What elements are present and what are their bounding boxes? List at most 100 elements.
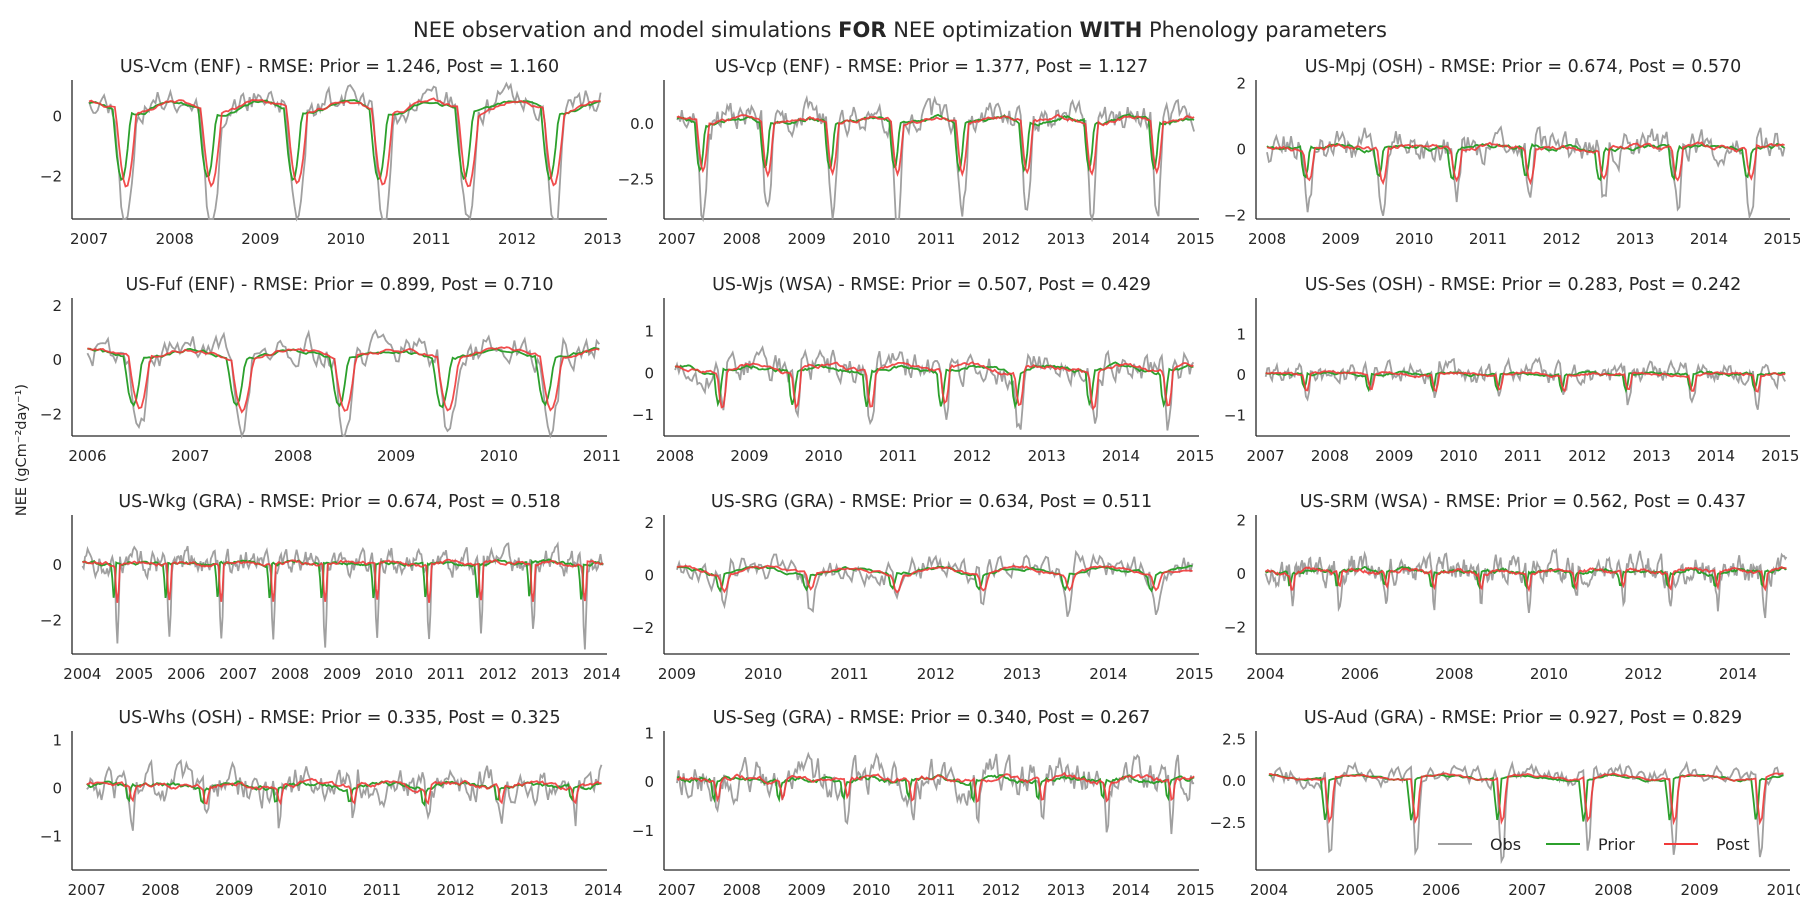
x-tick-label: 2006 bbox=[167, 665, 205, 683]
x-tick-label: 2011 bbox=[363, 881, 401, 899]
obs-series-line bbox=[1264, 547, 1788, 619]
x-tick-label: 2008 bbox=[156, 230, 194, 248]
panel-us-vcm: US-Vcm (ENF) - RMSE: Prior = 1.246, Post… bbox=[40, 57, 622, 248]
x-tick-label: 2007 bbox=[658, 881, 696, 899]
obs-series-line bbox=[88, 81, 602, 222]
x-tick-label: 2012 bbox=[982, 230, 1020, 248]
x-tick-label: 2008 bbox=[141, 881, 179, 899]
x-tick-label: 2012 bbox=[982, 881, 1020, 899]
prior-series-line bbox=[1264, 565, 1787, 590]
y-tick-label: 0 bbox=[52, 351, 62, 369]
x-tick-label: 2008 bbox=[723, 881, 761, 899]
x-tick-label: 2013 bbox=[531, 665, 569, 683]
x-tick-label: 2012 bbox=[1543, 230, 1581, 248]
x-tick-label: 2008 bbox=[1435, 665, 1473, 683]
x-tick-label: 2014 bbox=[1112, 881, 1150, 899]
post-series-line bbox=[88, 97, 601, 188]
x-tick-label: 2013 bbox=[1047, 881, 1085, 899]
y-tick-label: −2 bbox=[40, 405, 62, 423]
x-tick-label: 2014 bbox=[583, 665, 621, 683]
x-tick-label: 2004 bbox=[1250, 881, 1288, 899]
prior-series-line bbox=[676, 564, 1193, 593]
y-tick-label: 0 bbox=[1236, 366, 1246, 384]
x-tick-label: 2013 bbox=[1616, 230, 1654, 248]
y-tick-label: 0 bbox=[644, 773, 654, 791]
x-tick-label: 2008 bbox=[1311, 447, 1349, 465]
x-tick-label: 2007 bbox=[70, 230, 108, 248]
x-tick-label: 2009 bbox=[215, 881, 253, 899]
x-tick-label: 2011 bbox=[879, 447, 917, 465]
panel-title: US-SRM (WSA) - RMSE: Prior = 0.562, Post… bbox=[1300, 492, 1747, 512]
panel-us-fuf: US-Fuf (ENF) - RMSE: Prior = 0.899, Post… bbox=[40, 275, 621, 465]
panel-us-mpj: US-Mpj (OSH) - RMSE: Prior = 0.674, Post… bbox=[1224, 57, 1800, 248]
x-tick-label: 2007 bbox=[171, 447, 209, 465]
x-tick-label: 2013 bbox=[1003, 665, 1041, 683]
y-tick-label: −2.5 bbox=[1210, 814, 1246, 832]
x-tick-label: 2015 bbox=[1177, 230, 1215, 248]
y-tick-label: 0 bbox=[1236, 565, 1246, 583]
figure-title-part: WITH bbox=[1079, 18, 1142, 42]
x-tick-label: 2011 bbox=[1504, 447, 1542, 465]
panel-us-vcp: US-Vcp (ENF) - RMSE: Prior = 1.377, Post… bbox=[618, 57, 1215, 248]
x-tick-label: 2012 bbox=[498, 230, 536, 248]
x-tick-label: 2009 bbox=[323, 665, 361, 683]
obs-series-line bbox=[86, 758, 603, 831]
y-tick-label: 1 bbox=[644, 724, 654, 742]
x-tick-label: 2014 bbox=[1102, 447, 1140, 465]
panel-title: US-Vcm (ENF) - RMSE: Prior = 1.246, Post… bbox=[120, 57, 559, 77]
x-tick-label: 2011 bbox=[830, 665, 868, 683]
x-tick-label: 2008 bbox=[271, 665, 309, 683]
x-tick-label: 2009 bbox=[788, 881, 826, 899]
y-tick-label: 2 bbox=[1236, 511, 1246, 529]
post-series-line bbox=[1266, 141, 1785, 186]
panel-title: US-Vcp (ENF) - RMSE: Prior = 1.377, Post… bbox=[715, 57, 1148, 77]
x-tick-label: 2015 bbox=[1176, 665, 1214, 683]
x-tick-label: 2004 bbox=[1246, 665, 1284, 683]
legend: Obs Prior Post bbox=[1438, 835, 1749, 854]
obs-series-line bbox=[81, 541, 604, 650]
x-tick-label: 2007 bbox=[658, 230, 696, 248]
x-tick-label: 2006 bbox=[1341, 665, 1379, 683]
x-tick-label: 2012 bbox=[479, 665, 517, 683]
x-tick-label: 2008 bbox=[274, 447, 312, 465]
x-tick-label: 2011 bbox=[427, 665, 465, 683]
y-tick-label: −2 bbox=[40, 612, 62, 630]
legend-label-obs: Obs bbox=[1490, 835, 1521, 854]
obs-series-line bbox=[86, 328, 601, 439]
x-tick-label: 2010 bbox=[1530, 665, 1568, 683]
x-tick-label: 2010 bbox=[852, 881, 890, 899]
x-tick-label: 2014 bbox=[1697, 447, 1735, 465]
x-tick-label: 2007 bbox=[68, 881, 106, 899]
y-tick-label: 1 bbox=[644, 322, 654, 340]
post-series-line bbox=[82, 558, 604, 603]
panel-title: US-Wkg (GRA) - RMSE: Prior = 0.674, Post… bbox=[118, 492, 560, 512]
x-tick-label: 2013 bbox=[1028, 447, 1066, 465]
panel-us-aud: US-Aud (GRA) - RMSE: Prior = 0.927, Post… bbox=[1210, 708, 1800, 899]
y-tick-label: 0 bbox=[644, 566, 654, 584]
x-tick-label: 2006 bbox=[68, 447, 106, 465]
y-tick-label: 0.0 bbox=[1222, 772, 1246, 790]
x-tick-label: 2012 bbox=[437, 881, 475, 899]
y-tick-label: 1 bbox=[1236, 326, 1246, 344]
y-tick-label: −2 bbox=[40, 168, 62, 186]
x-tick-label: 2008 bbox=[1594, 881, 1632, 899]
y-tick-label: 2 bbox=[1236, 74, 1246, 92]
y-tick-label: −1 bbox=[40, 827, 62, 845]
panel-title: US-Whs (OSH) - RMSE: Prior = 0.335, Post… bbox=[118, 708, 560, 728]
x-tick-label: 2009 bbox=[788, 230, 826, 248]
prior-series-line bbox=[82, 558, 604, 600]
obs-series-line bbox=[1264, 356, 1786, 410]
prior-series-line bbox=[676, 113, 1195, 173]
obs-series-line bbox=[676, 549, 1194, 617]
x-tick-label: 2009 bbox=[1322, 230, 1360, 248]
x-tick-label: 2008 bbox=[723, 230, 761, 248]
y-tick-label: 0 bbox=[1236, 141, 1246, 159]
panel-us-srm: US-SRM (WSA) - RMSE: Prior = 0.562, Post… bbox=[1224, 492, 1790, 683]
prior-series-line bbox=[1268, 773, 1784, 822]
figure-title-part: FOR bbox=[838, 18, 886, 42]
y-tick-label: −1 bbox=[1224, 407, 1246, 425]
x-tick-label: 2014 bbox=[584, 881, 622, 899]
figure-title-part: NEE observation and model simulations bbox=[413, 18, 838, 42]
x-tick-label: 2009 bbox=[1680, 881, 1718, 899]
